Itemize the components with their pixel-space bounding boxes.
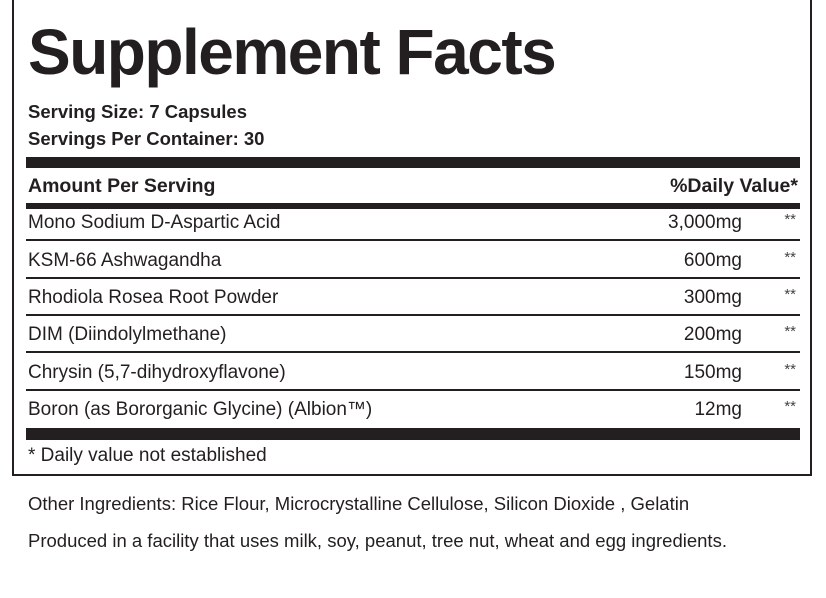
ingredient-row: Chrysin (5,7-dihydroxyflavone) 150mg **	[28, 361, 798, 385]
ingredient-row: DIM (Diindolylmethane) 200mg **	[28, 323, 798, 347]
ingredient-amount: 600mg	[683, 250, 742, 271]
allergen-statement: Produced in a facility that uses milk, s…	[28, 530, 727, 551]
table-header: Amount Per Serving %Daily Value*	[28, 174, 798, 198]
ingredient-name: Rhodiola Rosea Root Powder	[28, 287, 279, 308]
other-ingredients: Other Ingredients: Rice Flour, Microcrys…	[28, 493, 690, 514]
ingredient-row: KSM-66 Ashwagandha 600mg **	[28, 249, 798, 273]
footnote: * Daily value not established	[28, 445, 267, 466]
ingredient-daily-value: **	[784, 361, 796, 378]
amount-per-serving-header: Amount Per Serving	[28, 175, 216, 197]
row-divider	[26, 351, 800, 353]
ingredient-daily-value: **	[784, 398, 796, 415]
daily-value-header: %Daily Value*	[670, 175, 798, 197]
ingredient-daily-value: **	[784, 211, 796, 228]
row-divider	[26, 239, 800, 241]
row-divider	[26, 389, 800, 391]
row-divider	[26, 314, 800, 316]
ingredient-name: DIM (Diindolylmethane)	[28, 324, 227, 345]
thick-divider	[26, 428, 800, 440]
ingredient-amount: 200mg	[683, 324, 742, 345]
serving-size: Serving Size: 7 Capsules	[28, 101, 248, 122]
ingredient-row: Boron (as Bororganic Glycine) (Albion™) 1…	[28, 398, 798, 422]
ingredient-name: Mono Sodium D-Aspartic Acid	[28, 212, 281, 233]
ingredient-name: KSM-66 Ashwagandha	[28, 250, 222, 271]
facts-panel	[12, 0, 812, 476]
label-title: Supplement Facts	[28, 16, 557, 88]
servings-per-container: Servings Per Container: 30	[28, 128, 265, 149]
ingredient-amount: 3,000mg	[668, 212, 742, 233]
thick-divider	[26, 157, 800, 168]
ingredient-daily-value: **	[784, 249, 796, 266]
ingredient-name: Chrysin (5,7-dihydroxyflavone)	[28, 362, 286, 383]
ingredient-daily-value: **	[784, 286, 796, 303]
ingredient-name: Boron (as Bororganic Glycine) (Albion™)	[28, 399, 373, 420]
ingredient-amount: 150mg	[683, 362, 742, 383]
ingredient-amount: 300mg	[683, 287, 742, 308]
ingredient-row: Rhodiola Rosea Root Powder 300mg **	[28, 286, 798, 310]
medium-divider	[26, 203, 800, 209]
ingredient-amount: 12mg	[694, 399, 742, 420]
ingredient-daily-value: **	[784, 323, 796, 340]
row-divider	[26, 277, 800, 279]
ingredient-row: Mono Sodium D-Aspartic Acid 3,000mg **	[28, 211, 798, 235]
